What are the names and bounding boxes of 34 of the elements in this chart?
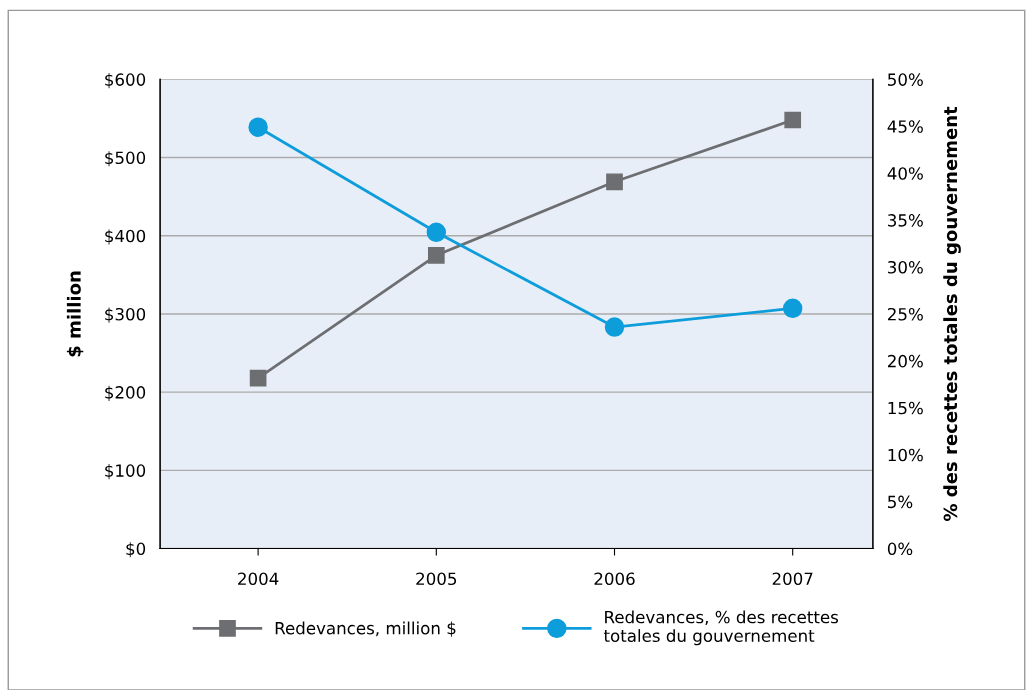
point (249, 369, 267, 387)
point (604, 317, 625, 337)
y2-tick-label: 40% (887, 167, 923, 180)
y2-tick-label: 5% (888, 495, 913, 509)
point (427, 246, 445, 264)
y-tick-label: $0 (126, 542, 146, 558)
point (784, 111, 802, 129)
y-tick-label: $300 (105, 307, 146, 323)
x-tick-label: 2007 (772, 572, 813, 586)
point (782, 298, 803, 319)
y2-tick-label: 10% (888, 448, 923, 462)
y2-tick-label: 30% (888, 260, 923, 274)
y2-tick-label: 0% (887, 542, 913, 556)
y2-tick-label: 20% (888, 354, 923, 368)
y-tick-label: $600 (105, 73, 146, 89)
y2-tick-label: 45% (887, 120, 923, 133)
y2-tick-label: 50% (888, 73, 923, 86)
y-tick-label: $400 (105, 229, 146, 245)
y2-tick-label: 15% (888, 401, 923, 415)
y-tick-label: $100 (105, 464, 146, 480)
x-tick-label: 2006 (594, 572, 635, 586)
point (426, 222, 447, 243)
y-axis-title: $ million (66, 271, 84, 357)
legend-label: Redevances, million $ (275, 621, 456, 637)
x-tick-label: 2004 (238, 572, 279, 586)
legend-label: Redevances, % des recettes totales du gouvernement (603, 610, 839, 646)
point (606, 173, 623, 191)
y-tick-label: $200 (105, 385, 146, 401)
x-tick-label: 2005 (416, 572, 457, 586)
y-tick-label: $500 (105, 151, 146, 167)
y2-tick-label: 25% (888, 307, 923, 321)
point (248, 117, 268, 137)
y2-tick-label: 35% (888, 214, 923, 227)
y2-axis-title: % des recettes totales du gouvernement (943, 106, 961, 522)
